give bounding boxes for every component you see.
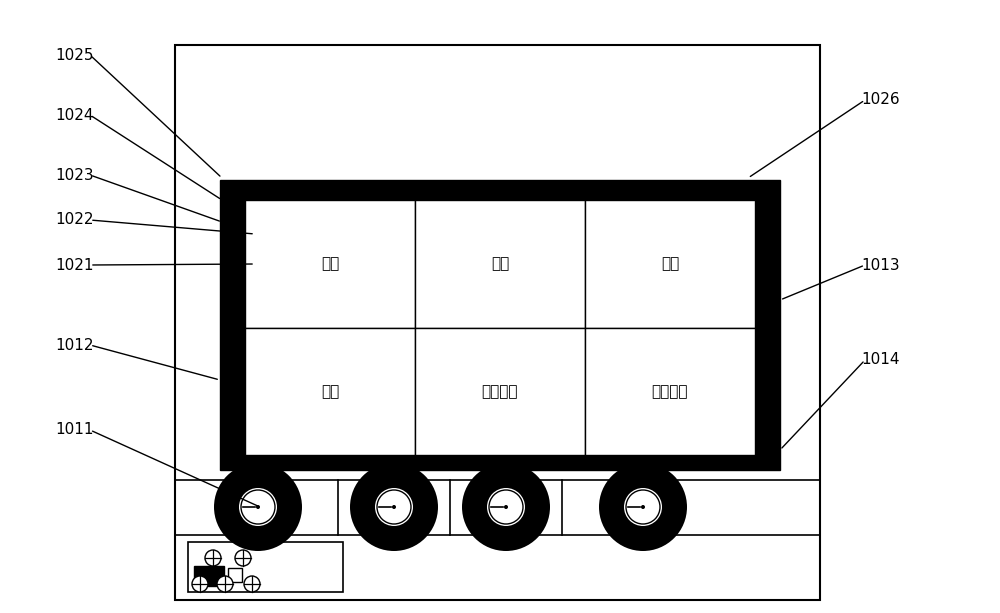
Circle shape <box>462 463 550 551</box>
Circle shape <box>217 576 233 592</box>
Text: 报警显示: 报警显示 <box>652 384 688 398</box>
Text: 1023: 1023 <box>55 167 94 183</box>
Text: 温度: 温度 <box>321 384 339 398</box>
Circle shape <box>214 463 302 551</box>
Bar <box>415 200 585 327</box>
Circle shape <box>504 505 508 509</box>
Bar <box>585 200 755 327</box>
Circle shape <box>205 550 221 566</box>
Bar <box>228 568 242 582</box>
Circle shape <box>192 576 208 592</box>
Text: 1012: 1012 <box>55 338 94 352</box>
Bar <box>245 200 755 455</box>
Bar <box>194 566 224 586</box>
Circle shape <box>641 505 645 509</box>
Text: 1024: 1024 <box>55 107 94 123</box>
Text: 1011: 1011 <box>55 422 94 438</box>
Circle shape <box>624 488 662 526</box>
Circle shape <box>235 550 251 566</box>
Text: 功率: 功率 <box>661 256 679 271</box>
Text: 1021: 1021 <box>55 257 94 273</box>
Text: 1025: 1025 <box>55 47 94 63</box>
Circle shape <box>239 488 277 526</box>
Circle shape <box>377 490 411 524</box>
Circle shape <box>256 505 260 509</box>
Bar <box>188 542 343 592</box>
Bar <box>415 327 585 455</box>
Text: 1014: 1014 <box>862 352 900 368</box>
Bar <box>175 45 820 600</box>
Circle shape <box>241 490 275 524</box>
Bar <box>245 200 415 327</box>
Circle shape <box>244 576 260 592</box>
Text: 1026: 1026 <box>861 93 900 107</box>
Text: 1022: 1022 <box>55 213 94 227</box>
Text: 光照温度: 光照温度 <box>482 384 518 398</box>
Circle shape <box>392 505 396 509</box>
Circle shape <box>350 463 438 551</box>
Circle shape <box>375 488 413 526</box>
Text: 电流: 电流 <box>321 256 339 271</box>
Text: 电压: 电压 <box>491 256 509 271</box>
Circle shape <box>599 463 687 551</box>
Text: 1013: 1013 <box>861 257 900 273</box>
Bar <box>585 327 755 455</box>
Bar <box>245 327 415 455</box>
Circle shape <box>626 490 660 524</box>
Circle shape <box>489 490 523 524</box>
Circle shape <box>487 488 525 526</box>
Bar <box>220 180 780 470</box>
